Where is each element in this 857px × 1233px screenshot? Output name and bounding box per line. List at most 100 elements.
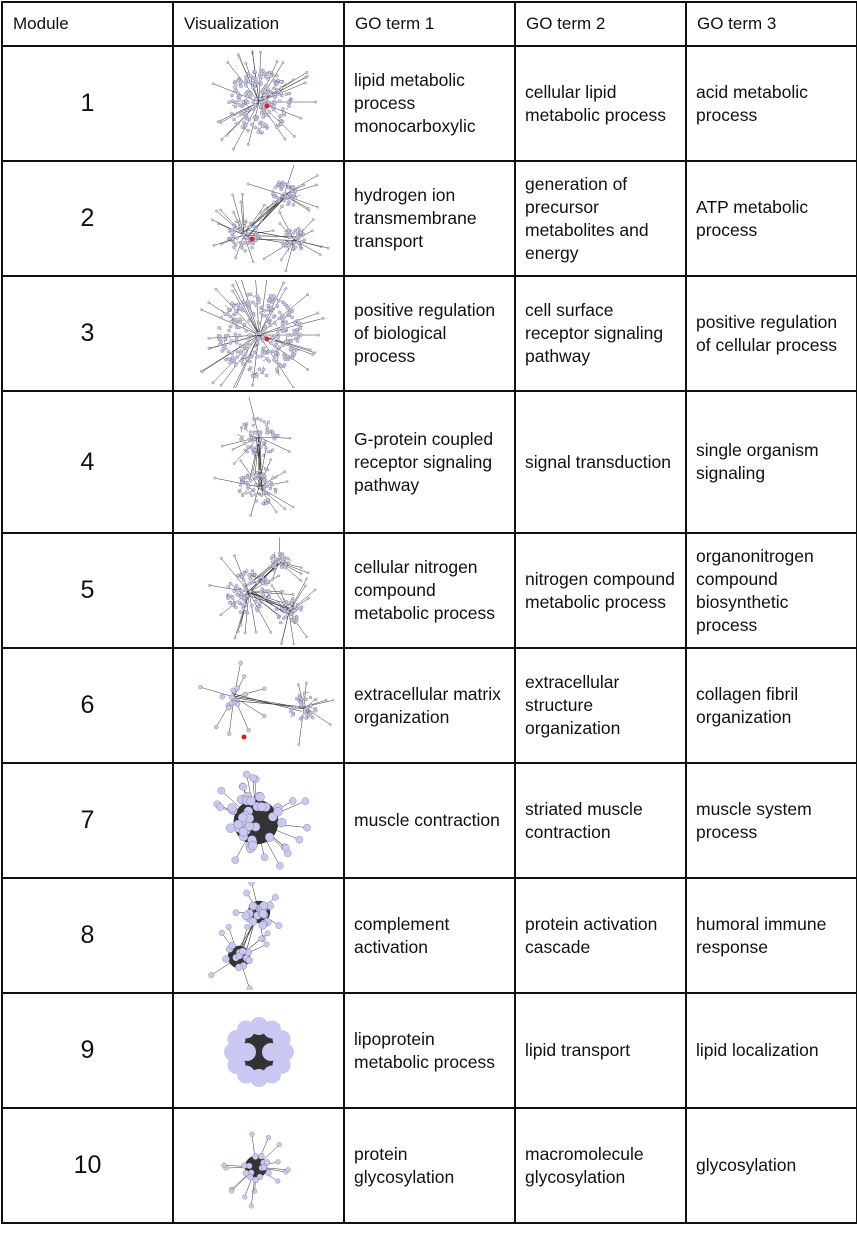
node [229, 338, 233, 343]
node [321, 316, 325, 320]
node [291, 386, 295, 388]
node [304, 681, 308, 684]
node [283, 562, 288, 566]
node [249, 603, 254, 607]
node [298, 716, 302, 720]
edge [233, 696, 264, 716]
edge [247, 101, 259, 145]
network-graph-image [207, 881, 282, 990]
edge [278, 561, 308, 573]
node [273, 475, 278, 479]
network-graph-image [220, 1131, 291, 1208]
node [241, 673, 246, 679]
node [280, 119, 284, 123]
node [258, 50, 262, 54]
node [277, 345, 281, 349]
node [284, 91, 288, 96]
node [268, 305, 273, 309]
node [233, 256, 237, 259]
node [237, 812, 247, 822]
node [288, 796, 296, 805]
node [254, 340, 259, 345]
node [261, 713, 266, 718]
network-visualization [172, 390, 345, 534]
node [248, 576, 252, 580]
node [246, 306, 251, 310]
node [292, 608, 297, 612]
go-term-1: protein glycosylation [343, 1107, 516, 1224]
edge [231, 692, 302, 712]
node [234, 340, 238, 344]
node [290, 351, 294, 356]
node [234, 336, 238, 341]
node [289, 601, 294, 605]
node [260, 338, 264, 343]
node [303, 711, 307, 715]
node [273, 296, 277, 300]
node [211, 380, 214, 384]
node [261, 328, 266, 332]
node [238, 947, 246, 955]
go-term-3: positive regulation of cellular process [685, 275, 857, 392]
node [304, 635, 308, 638]
node [288, 606, 293, 610]
node [260, 334, 264, 339]
node [268, 429, 272, 434]
module-number: 1 [1, 45, 174, 162]
node [283, 137, 286, 141]
node [268, 340, 273, 345]
node [247, 840, 258, 850]
node [238, 84, 243, 88]
node [239, 228, 243, 232]
node [221, 346, 226, 351]
module-number: 7 [1, 762, 174, 879]
node [199, 307, 203, 311]
node [290, 356, 294, 360]
node [241, 299, 245, 304]
edge [250, 486, 259, 516]
node [238, 200, 242, 203]
node [292, 240, 296, 244]
node [287, 91, 291, 95]
node [237, 489, 241, 493]
node [206, 336, 210, 340]
node [270, 476, 275, 480]
node [260, 304, 264, 309]
node [261, 472, 265, 476]
node [247, 581, 251, 586]
node [246, 333, 251, 337]
table-row: 6 extracellular matrix organization extrac… [1, 647, 857, 764]
node [234, 100, 238, 104]
node [282, 198, 286, 202]
node [276, 600, 280, 605]
node [226, 584, 230, 589]
node [233, 605, 238, 609]
node [250, 383, 254, 387]
node [229, 111, 233, 115]
node [289, 707, 293, 711]
node [251, 260, 254, 263]
module-number: 6 [1, 647, 174, 764]
node [286, 103, 291, 108]
node [215, 802, 224, 811]
node [254, 117, 258, 121]
node [242, 240, 246, 245]
node [249, 436, 253, 440]
node [266, 358, 271, 363]
node [243, 631, 247, 634]
node [219, 383, 223, 387]
edge [258, 287, 286, 335]
node [243, 426, 247, 430]
node [281, 60, 284, 64]
node [238, 609, 242, 614]
node [237, 94, 242, 98]
node [233, 242, 237, 247]
node [242, 601, 246, 606]
node [247, 318, 251, 322]
node [249, 122, 254, 126]
node [311, 217, 315, 221]
node [303, 75, 307, 79]
node [233, 635, 236, 639]
node [293, 228, 297, 232]
node [230, 355, 235, 359]
